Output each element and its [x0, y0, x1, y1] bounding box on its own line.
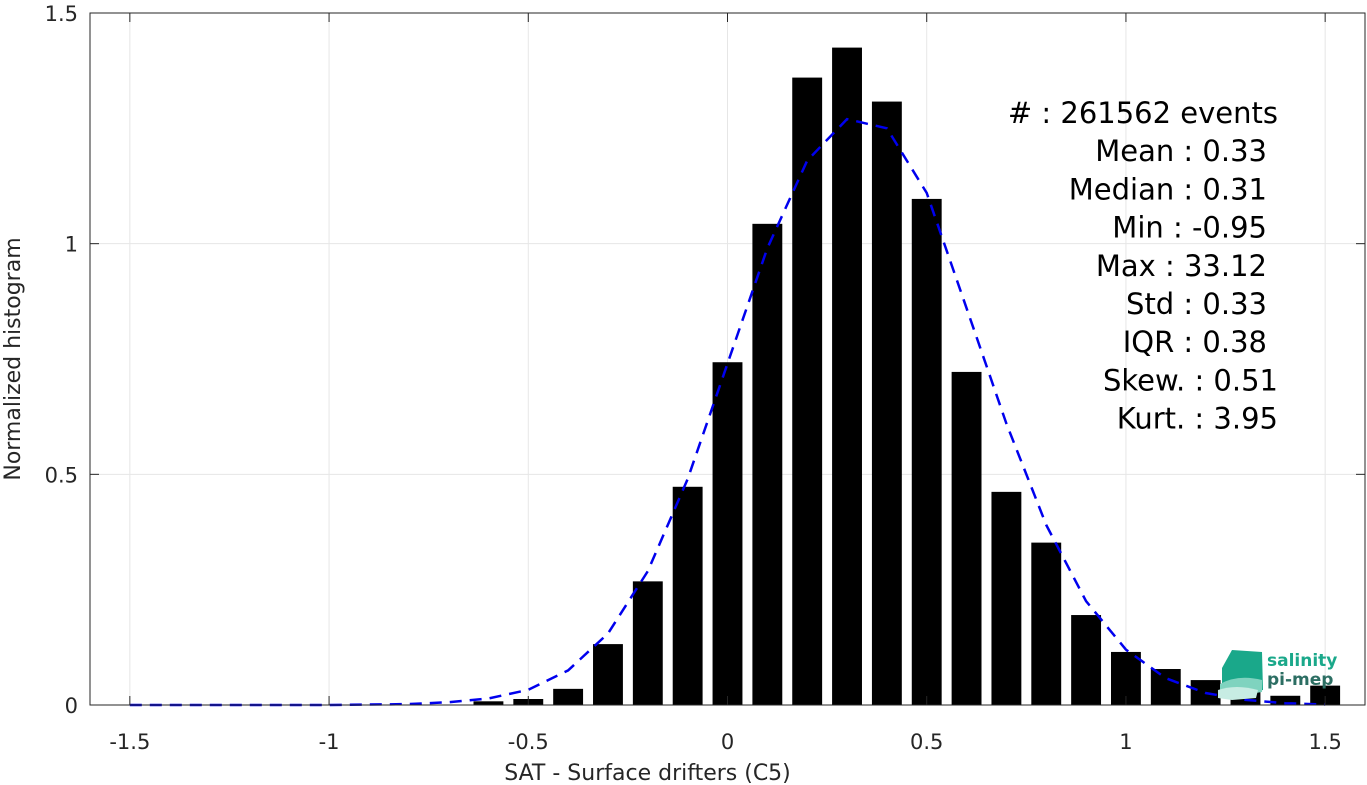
y-tick-label: 0.5 [45, 463, 78, 487]
y-tick-label: 0 [65, 694, 78, 718]
stat-line: Min : -0.95 [1112, 211, 1267, 245]
histogram-bar [1071, 615, 1102, 705]
stat-line: Std : 0.33 [1126, 287, 1267, 321]
histogram-bar [911, 198, 942, 705]
histogram-bar [553, 688, 584, 705]
x-tick-label: 1.5 [1308, 730, 1341, 754]
y-axis-ticks: 0 0.5 1 1.5 [45, 2, 1365, 718]
x-tick-label: -0.5 [508, 730, 549, 754]
x-tick-label: 0 [721, 730, 734, 754]
y-axis-label: Normalized histogram [1, 237, 26, 480]
histogram-bar [593, 644, 623, 705]
histogram-bar [871, 101, 902, 706]
stat-line: Skew. : 0.51 [1103, 363, 1278, 397]
histogram-bar [1310, 685, 1341, 705]
stat-line: Median : 0.31 [1069, 172, 1267, 206]
histogram-bar [1150, 669, 1181, 705]
histogram-bar [1031, 542, 1062, 705]
x-tick-label: -1.5 [109, 730, 150, 754]
x-axis-ticks: -1.5 -1 -0.5 0 0.5 1 1.5 [109, 13, 1342, 754]
x-tick-label: 1 [1119, 730, 1132, 754]
histogram-bar [951, 371, 982, 705]
stat-line: IQR : 0.38 [1123, 325, 1267, 359]
y-tick-label: 1 [65, 233, 78, 257]
stat-line: Kurt. : 3.95 [1117, 402, 1278, 436]
x-tick-label: 0.5 [910, 730, 943, 754]
y-tick-label: 1.5 [45, 2, 78, 26]
x-tick-label: -1 [319, 730, 340, 754]
logo-mark-icon [1218, 650, 1263, 700]
logo-text-pimep: pi-mep [1267, 670, 1333, 690]
histogram-bar [991, 491, 1022, 705]
histogram-bar [1270, 695, 1301, 705]
fit-curve [129, 117, 1326, 707]
logo-text-salinity: salinity [1267, 651, 1337, 671]
histogram-bar [712, 362, 743, 705]
stat-line: # : 261562 events [1008, 96, 1278, 130]
histogram-bar [632, 581, 663, 705]
histogram-bar [473, 701, 504, 705]
stats-box: # : 261562 events Mean : 0.33 Median : 0.3… [1008, 96, 1278, 436]
histogram-bar [832, 47, 862, 706]
salinity-pimep-logo: salinity pi-mep [1218, 650, 1337, 700]
stat-line: Mean : 0.33 [1095, 134, 1267, 168]
x-axis-label: SAT - Surface drifters (C5) [504, 761, 791, 785]
histogram-bar [792, 77, 823, 705]
histogram-bar [672, 486, 703, 705]
histogram-bar [752, 223, 783, 705]
stat-line: Max : 33.12 [1096, 249, 1267, 283]
